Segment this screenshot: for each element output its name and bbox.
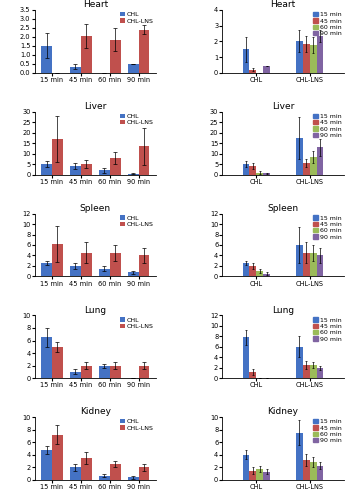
Bar (310, 365, 316, 378)
Bar (70, 166, 81, 174)
Bar (243, 164, 249, 174)
Bar (249, 470, 256, 480)
Bar (52, 244, 63, 276)
Bar (316, 256, 323, 276)
Bar (81, 366, 92, 378)
Bar (296, 138, 303, 174)
Bar (256, 271, 263, 276)
Bar (99, 170, 110, 174)
Bar (303, 253, 310, 276)
Bar (249, 372, 256, 378)
Legend: 15 min, 45 min, 60 min, 90 min: 15 min, 45 min, 60 min, 90 min (312, 112, 343, 139)
Bar (70, 372, 81, 378)
Bar (316, 148, 323, 174)
Bar (263, 66, 270, 73)
Bar (249, 266, 256, 276)
Bar (110, 464, 121, 480)
Bar (243, 50, 249, 73)
Bar (41, 450, 52, 480)
Bar (99, 366, 110, 378)
Title: Kidney: Kidney (80, 408, 111, 416)
Bar (70, 66, 81, 73)
Bar (316, 466, 323, 480)
Bar (296, 245, 303, 276)
Bar (256, 468, 263, 480)
Bar (296, 347, 303, 378)
Legend: 15 min, 45 min, 60 min, 90 min: 15 min, 45 min, 60 min, 90 min (312, 214, 343, 241)
Bar (249, 70, 256, 73)
Bar (110, 366, 121, 378)
Bar (256, 172, 263, 174)
Legend: CHL, CHL-LNS: CHL, CHL-LNS (119, 214, 155, 228)
Bar (52, 435, 63, 480)
Bar (52, 139, 63, 174)
Bar (243, 338, 249, 378)
Bar (99, 476, 110, 480)
Title: Liver: Liver (272, 102, 294, 111)
Bar (81, 164, 92, 174)
Legend: CHL, CHL-LNS: CHL, CHL-LNS (119, 418, 155, 432)
Bar (310, 46, 316, 73)
Bar (70, 468, 81, 480)
Bar (263, 274, 270, 276)
Bar (70, 266, 81, 276)
Bar (41, 264, 52, 276)
Title: Spleen: Spleen (80, 204, 111, 213)
Bar (303, 460, 310, 480)
Bar (41, 164, 52, 174)
Bar (138, 468, 150, 480)
Legend: CHL, CHL-LNS: CHL, CHL-LNS (119, 10, 155, 25)
Bar (41, 46, 52, 73)
Bar (243, 455, 249, 480)
Bar (303, 365, 310, 378)
Title: Kidney: Kidney (268, 408, 298, 416)
Legend: CHL, CHL-LNS: CHL, CHL-LNS (119, 316, 155, 330)
Bar (138, 256, 150, 276)
Bar (263, 472, 270, 480)
Bar (310, 157, 316, 174)
Bar (138, 30, 150, 73)
Legend: CHL, CHL-LNS: CHL, CHL-LNS (119, 112, 155, 126)
Bar (316, 36, 323, 73)
Title: Heart: Heart (270, 0, 296, 9)
Bar (41, 338, 52, 378)
Bar (296, 433, 303, 480)
Bar (128, 64, 138, 73)
Title: Lung: Lung (84, 306, 106, 314)
Bar (310, 462, 316, 480)
Bar (110, 253, 121, 276)
Title: Spleen: Spleen (268, 204, 298, 213)
Bar (243, 264, 249, 276)
Legend: 15 min, 45 min, 60 min, 90 min: 15 min, 45 min, 60 min, 90 min (312, 316, 343, 343)
Title: Liver: Liver (84, 102, 107, 111)
Bar (296, 40, 303, 73)
Bar (99, 268, 110, 276)
Bar (249, 166, 256, 174)
Title: Heart: Heart (83, 0, 108, 9)
Bar (110, 40, 121, 73)
Bar (138, 146, 150, 174)
Bar (110, 158, 121, 174)
Bar (303, 44, 310, 73)
Bar (52, 347, 63, 378)
Title: Lung: Lung (272, 306, 294, 314)
Bar (128, 478, 138, 480)
Bar (128, 272, 138, 276)
Bar (81, 253, 92, 276)
Bar (81, 458, 92, 480)
Bar (81, 36, 92, 73)
Legend: 15 min, 45 min, 60 min, 90 min: 15 min, 45 min, 60 min, 90 min (312, 10, 343, 38)
Bar (138, 366, 150, 378)
Bar (316, 368, 323, 378)
Legend: 15 min, 45 min, 60 min, 90 min: 15 min, 45 min, 60 min, 90 min (312, 418, 343, 444)
Bar (303, 163, 310, 174)
Bar (310, 253, 316, 276)
